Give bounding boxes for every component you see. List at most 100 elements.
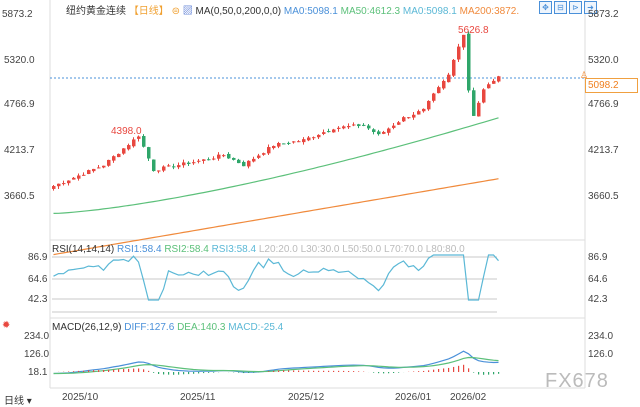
macd-axis-label: 234.0 [588, 331, 614, 342]
candle [157, 170, 161, 172]
macd-dea-line [53, 356, 499, 375]
macd-bar [188, 372, 190, 375]
candle [127, 145, 131, 150]
ma-indicator[interactable]: MA(0,50,0,200,0,0) [195, 6, 282, 17]
candle [167, 165, 171, 167]
candle [182, 162, 186, 166]
candle [492, 80, 496, 84]
candle [357, 124, 361, 127]
ma200-line [53, 178, 499, 256]
candle [62, 183, 66, 185]
macd-bar [438, 369, 440, 372]
right-axis-label: 5873.2 [588, 9, 619, 20]
alert-icon[interactable]: ♙ [580, 70, 589, 80]
rsi-axis-label: 42.3 [28, 294, 48, 305]
candle [132, 139, 136, 147]
rsi1-value: RSI1:58.4 [117, 244, 162, 255]
macd-settings-icon[interactable]: ✹ [2, 320, 11, 331]
settings-icon[interactable]: ⊜ [171, 6, 180, 17]
macd-bar [383, 372, 385, 374]
macd-bar [498, 372, 500, 374]
candle [267, 147, 271, 154]
candle [367, 125, 371, 129]
macd-bar [108, 369, 110, 372]
candle [52, 186, 56, 189]
zoom-icon[interactable]: ⊳ [569, 1, 582, 14]
macd-bar [463, 364, 465, 372]
macd-bar [343, 370, 345, 372]
rsi-title[interactable]: RSI(14,14,14) [52, 244, 115, 255]
candle [377, 131, 381, 135]
macd-bar [113, 369, 115, 372]
macd-bar [373, 372, 375, 373]
macd-bar [103, 370, 105, 372]
rsi-line [53, 254, 499, 301]
macd-bar [433, 369, 435, 372]
period-label[interactable]: 【日线】 [128, 6, 169, 17]
current-price-tag: 5098.2 [585, 78, 638, 93]
candle [397, 122, 401, 125]
macd-bar [353, 371, 355, 372]
macd-bar [83, 370, 85, 372]
macd-bar [138, 368, 140, 372]
macd-diff: DIFF:127.6 [124, 322, 175, 333]
candle [202, 159, 206, 161]
candle [487, 84, 491, 89]
rsi-axis-label: 86.9 [28, 252, 48, 263]
macd-bar [398, 372, 400, 373]
macd-bar [193, 372, 195, 374]
macd-bar [213, 372, 215, 373]
candle [372, 129, 376, 133]
macd-bar [288, 370, 290, 372]
candle [102, 165, 106, 168]
candle [407, 117, 411, 119]
move-icon[interactable]: ✥ [539, 1, 552, 14]
macd-bar [268, 371, 270, 372]
period-selector[interactable]: 日线 ▾ [4, 396, 32, 407]
macd-bar [178, 372, 180, 375]
macd-bar [208, 372, 210, 373]
rsi-header: RSI(14,14,14) RSI1:58.4 RSI2:58.4 RSI3:5… [52, 244, 465, 255]
macd-bar [238, 372, 240, 373]
macd-bar [428, 370, 430, 372]
candle [82, 174, 86, 176]
macd-bar [493, 372, 495, 375]
macd-bar [183, 372, 185, 375]
macd-diff-line [53, 350, 499, 375]
candle [337, 127, 341, 129]
macd-title[interactable]: MACD(26,12,9) [52, 322, 122, 333]
rsi2-value: RSI2:58.4 [164, 244, 209, 255]
macd-axis-label: 126.0 [588, 349, 614, 360]
indicator-icon[interactable]: ▨ [182, 6, 193, 17]
candle [422, 108, 426, 112]
candle [352, 124, 356, 126]
fit-icon[interactable]: ⊟ [554, 1, 567, 14]
macd-bar [348, 371, 350, 372]
candle [222, 155, 226, 157]
export-icon[interactable]: ➜ [584, 1, 597, 14]
ma50-line [53, 117, 499, 214]
candle [312, 137, 316, 139]
candle [177, 165, 181, 168]
candle [72, 177, 76, 180]
macd-bar [273, 370, 275, 372]
candle [452, 59, 456, 76]
chart-header: 纽约黄金连续 【日线】 ⊜ ▨ MA(0,50,0,200,0,0) MA0:5… [66, 2, 519, 17]
rsi-level: L80:80.0 [425, 244, 465, 255]
macd-bar [148, 370, 150, 372]
ma50-value: MA50:4612.3 [340, 6, 401, 17]
date-label: 2026/02 [450, 392, 487, 403]
macd-bar [133, 368, 135, 372]
candle [467, 33, 471, 91]
macd-bar [168, 372, 170, 375]
macd-bar [443, 368, 445, 372]
macd-axis-label: 126.0 [24, 349, 50, 360]
macd-bar [198, 372, 200, 374]
high-annotation: 5626.8 [458, 25, 489, 36]
macd-bar [378, 372, 380, 374]
macd-bar [248, 372, 250, 373]
left-axis-label: 3660.5 [4, 191, 35, 202]
candle [252, 158, 256, 162]
candle [292, 141, 296, 143]
